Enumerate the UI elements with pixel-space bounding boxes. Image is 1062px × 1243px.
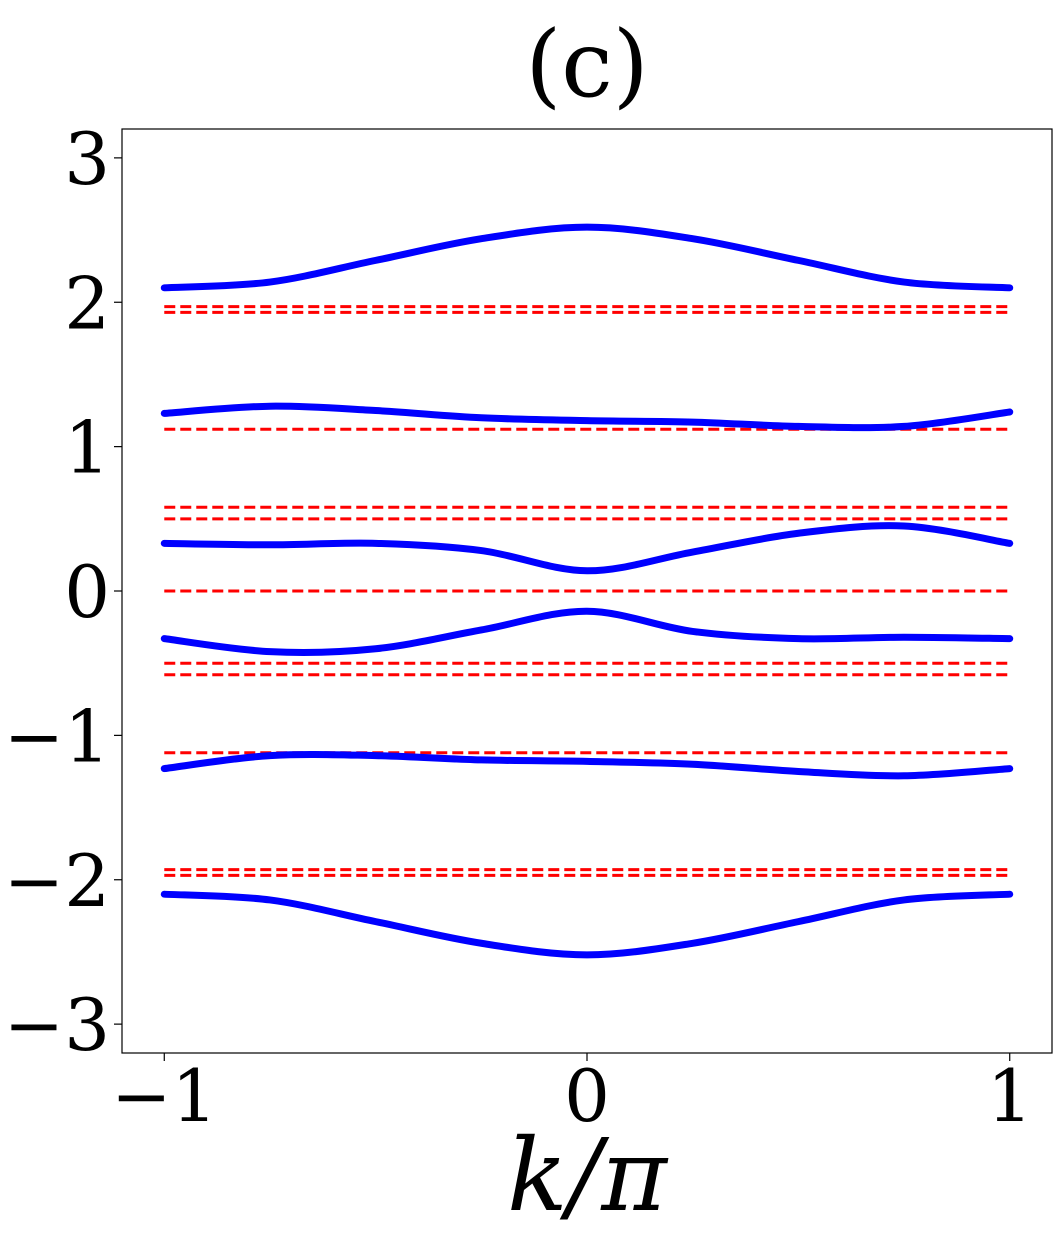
band-line-6 [160, 890, 1014, 959]
chart-marks [160, 223, 1014, 959]
band-line-5 [160, 750, 1014, 780]
band-line-1 [160, 223, 1014, 292]
y-tick-label: 2 [64, 261, 110, 345]
x-axis-label: k/π [507, 1117, 669, 1234]
chart-title: (c) [525, 11, 648, 118]
y-tick-label: 0 [64, 550, 110, 634]
band-line-4 [160, 607, 1014, 656]
y-tick-label: −3 [4, 983, 110, 1067]
y-tick-label: 3 [64, 117, 110, 201]
x-tick-label: 0 [564, 1054, 610, 1138]
y-tick-label: −1 [4, 694, 110, 778]
axis-ticks: −1 0 1 −3 −2 −1 0 1 2 3 [4, 117, 1033, 1138]
x-tick-label: 1 [987, 1054, 1033, 1138]
y-tick-label: −2 [4, 839, 110, 923]
y-tick-label: 1 [64, 406, 110, 490]
band-line-2 [160, 402, 1014, 432]
band-line-3 [160, 522, 1014, 575]
x-tick-label: −1 [111, 1054, 217, 1138]
